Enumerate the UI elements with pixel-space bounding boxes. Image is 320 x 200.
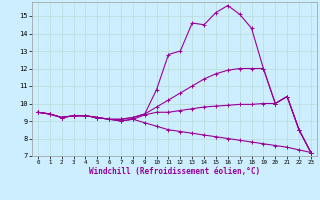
X-axis label: Windchill (Refroidissement éolien,°C): Windchill (Refroidissement éolien,°C)	[89, 167, 260, 176]
